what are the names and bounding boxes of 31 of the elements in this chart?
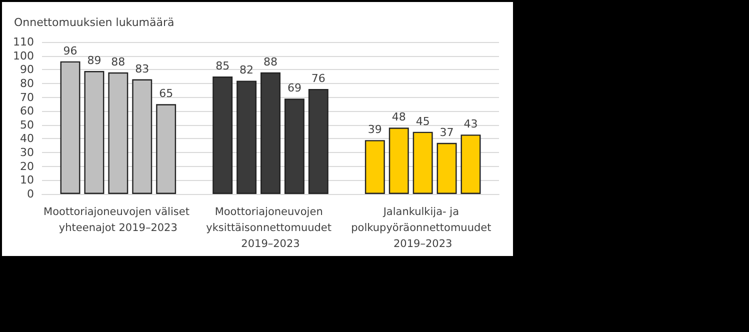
y-tick-label: 40 [20, 132, 34, 146]
y-tick-label: 60 [20, 104, 34, 118]
y-tick-label: 70 [20, 90, 34, 104]
y-tick-label: 50 [20, 118, 34, 132]
data-label: 48 [392, 110, 406, 124]
data-label: 76 [311, 72, 326, 85]
data-label: 39 [368, 123, 382, 136]
y-tick-label: 90 [20, 63, 34, 76]
data-label: 88 [111, 55, 126, 68]
y-axis-title: Onnettomuuksien lukumäärä [14, 16, 174, 29]
data-label: 69 [287, 82, 302, 95]
data-label: 88 [264, 55, 278, 68]
y-tick-label: 80 [20, 76, 34, 90]
data-label: 45 [416, 114, 430, 128]
x-tick-label: Jalankulkija- ja polkupyöräonnettomuudet 2019–2023 [351, 206, 495, 250]
y-tick-label: 100 [13, 49, 34, 62]
data-label: 85 [216, 60, 230, 73]
data-label: 65 [159, 87, 174, 100]
data-label: 37 [440, 126, 454, 139]
y-tick-label: 10 [20, 174, 34, 187]
y-tick-label: 20 [20, 160, 34, 173]
y-tick-label: 0 [27, 188, 34, 200]
data-label: 82 [240, 64, 254, 77]
data-label: 83 [135, 62, 150, 76]
data-label: 89 [87, 54, 102, 68]
data-label: 96 [63, 44, 78, 58]
x-tick-label: Moottoriajoneuvojen väliset yhteenajot 2019–2023 [44, 206, 193, 234]
data-label: 43 [464, 118, 478, 131]
y-tick-label: 30 [20, 146, 34, 160]
y-tick-label: 110 [13, 36, 34, 48]
x-tick-label: Moottoriajoneuvojen yksittäisonnettomuudet 2019–2023 [206, 206, 335, 250]
